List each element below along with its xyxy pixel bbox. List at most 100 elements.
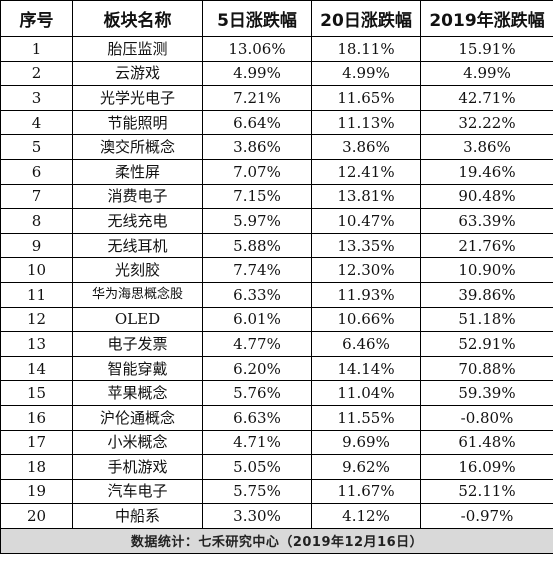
header-index: 序号	[0, 0, 73, 37]
table-row: 4 节能照明 6.64% 11.13% 32.22%	[0, 109, 553, 136]
sector-name: 电子发票	[72, 331, 203, 357]
change-20day: 11.67%	[311, 478, 421, 505]
change-2019: 21.76%	[420, 232, 553, 259]
sector-name: 澳交所概念	[72, 134, 203, 160]
row-index: 6	[0, 158, 73, 185]
change-5day: 4.71%	[202, 429, 312, 456]
change-2019: 51.18%	[420, 306, 553, 333]
change-5day: 6.33%	[202, 281, 312, 308]
change-2019: 3.86%	[420, 134, 553, 160]
change-5day: 5.76%	[202, 380, 312, 406]
change-20day: 18.11%	[311, 36, 421, 62]
change-5day: 13.06%	[202, 36, 312, 62]
change-5day: 3.30%	[202, 503, 312, 529]
sector-name: 智能穿戴	[72, 355, 203, 382]
change-5day: 6.64%	[202, 109, 312, 136]
change-20day: 10.47%	[311, 208, 421, 234]
row-index: 13	[0, 331, 73, 357]
change-5day: 7.21%	[202, 85, 312, 111]
sector-name: 光刻胶	[72, 257, 203, 283]
change-2019: 90.48%	[420, 183, 553, 210]
change-5day: 5.97%	[202, 208, 312, 234]
sector-name: 无线充电	[72, 208, 203, 234]
sector-name: 云游戏	[72, 60, 203, 87]
change-20day: 14.14%	[311, 355, 421, 382]
table-row: 14 智能穿戴 6.20% 14.14% 70.88%	[0, 355, 553, 382]
change-2019: 15.91%	[420, 36, 553, 62]
table-row: 12 OLED 6.01% 10.66% 51.18%	[0, 306, 553, 333]
change-5day: 6.20%	[202, 355, 312, 382]
header-20day-change: 20日涨跌幅	[311, 0, 421, 37]
change-5day: 3.86%	[202, 134, 312, 160]
change-2019: 42.71%	[420, 85, 553, 111]
change-20day: 6.46%	[311, 331, 421, 357]
table-row: 2 云游戏 4.99% 4.99% 4.99%	[0, 60, 553, 87]
table-row: 19 汽车电子 5.75% 11.67% 52.11%	[0, 478, 553, 505]
change-5day: 6.01%	[202, 306, 312, 333]
row-index: 2	[0, 60, 73, 87]
sector-name: 华为海思概念股	[72, 281, 203, 308]
row-index: 20	[0, 503, 73, 529]
change-2019: -0.97%	[420, 503, 553, 529]
row-index: 4	[0, 109, 73, 136]
sector-name: 汽车电子	[72, 478, 203, 505]
table-row: 11 华为海思概念股 6.33% 11.93% 39.86%	[0, 281, 553, 308]
table-header: 序号 板块名称 5日涨跌幅 20日涨跌幅 2019年涨跌幅	[0, 0, 553, 37]
change-20day: 4.12%	[311, 503, 421, 529]
table-row: 16 沪伦通概念 6.63% 11.55% -0.80%	[0, 404, 553, 431]
change-20day: 13.81%	[311, 183, 421, 210]
header-sector-name: 板块名称	[72, 0, 203, 37]
change-2019: 32.22%	[420, 109, 553, 136]
table-row: 15 苹果概念 5.76% 11.04% 59.39%	[0, 380, 553, 406]
data-source-note: 数据统计：七禾研究中心（2019年12月16日）	[0, 527, 553, 554]
table-row: 5 澳交所概念 3.86% 3.86% 3.86%	[0, 134, 553, 160]
change-5day: 5.05%	[202, 454, 312, 480]
header-5day-change: 5日涨跌幅	[202, 0, 312, 37]
change-20day: 9.69%	[311, 429, 421, 456]
header-2019-change: 2019年涨跌幅	[420, 0, 553, 37]
change-5day: 6.63%	[202, 404, 312, 431]
table-row: 3 光学光电子 7.21% 11.65% 42.71%	[0, 85, 553, 111]
change-20day: 11.65%	[311, 85, 421, 111]
sector-name: 光学光电子	[72, 85, 203, 111]
change-20day: 11.13%	[311, 109, 421, 136]
change-5day: 7.74%	[202, 257, 312, 283]
change-2019: 52.91%	[420, 331, 553, 357]
change-2019: 4.99%	[420, 60, 553, 87]
header-row: 序号 板块名称 5日涨跌幅 20日涨跌幅 2019年涨跌幅	[0, 0, 553, 37]
table-row: 6 柔性屏 7.07% 12.41% 19.46%	[0, 158, 553, 185]
row-index: 19	[0, 478, 73, 505]
change-2019: -0.80%	[420, 404, 553, 431]
change-2019: 39.86%	[420, 281, 553, 308]
row-index: 11	[0, 281, 73, 308]
table-row: 13 电子发票 4.77% 6.46% 52.91%	[0, 331, 553, 357]
change-2019: 52.11%	[420, 478, 553, 505]
row-index: 18	[0, 454, 73, 480]
table-row: 20 中船系 3.30% 4.12% -0.97%	[0, 503, 553, 529]
table-row: 8 无线充电 5.97% 10.47% 63.39%	[0, 208, 553, 234]
change-5day: 4.77%	[202, 331, 312, 357]
row-index: 8	[0, 208, 73, 234]
row-index: 15	[0, 380, 73, 406]
change-20day: 12.30%	[311, 257, 421, 283]
change-5day: 5.75%	[202, 478, 312, 505]
change-20day: 3.86%	[311, 134, 421, 160]
sector-name: 消费电子	[72, 183, 203, 210]
change-20day: 13.35%	[311, 232, 421, 259]
sector-name: 中船系	[72, 503, 203, 529]
sector-name: 小米概念	[72, 429, 203, 456]
change-20day: 11.55%	[311, 404, 421, 431]
row-index: 17	[0, 429, 73, 456]
change-2019: 61.48%	[420, 429, 553, 456]
change-20day: 11.93%	[311, 281, 421, 308]
change-2019: 63.39%	[420, 208, 553, 234]
change-5day: 4.99%	[202, 60, 312, 87]
table-row: 10 光刻胶 7.74% 12.30% 10.90%	[0, 257, 553, 283]
sector-name: 柔性屏	[72, 158, 203, 185]
row-index: 3	[0, 85, 73, 111]
sector-name: 手机游戏	[72, 454, 203, 480]
change-5day: 7.07%	[202, 158, 312, 185]
row-index: 12	[0, 306, 73, 333]
